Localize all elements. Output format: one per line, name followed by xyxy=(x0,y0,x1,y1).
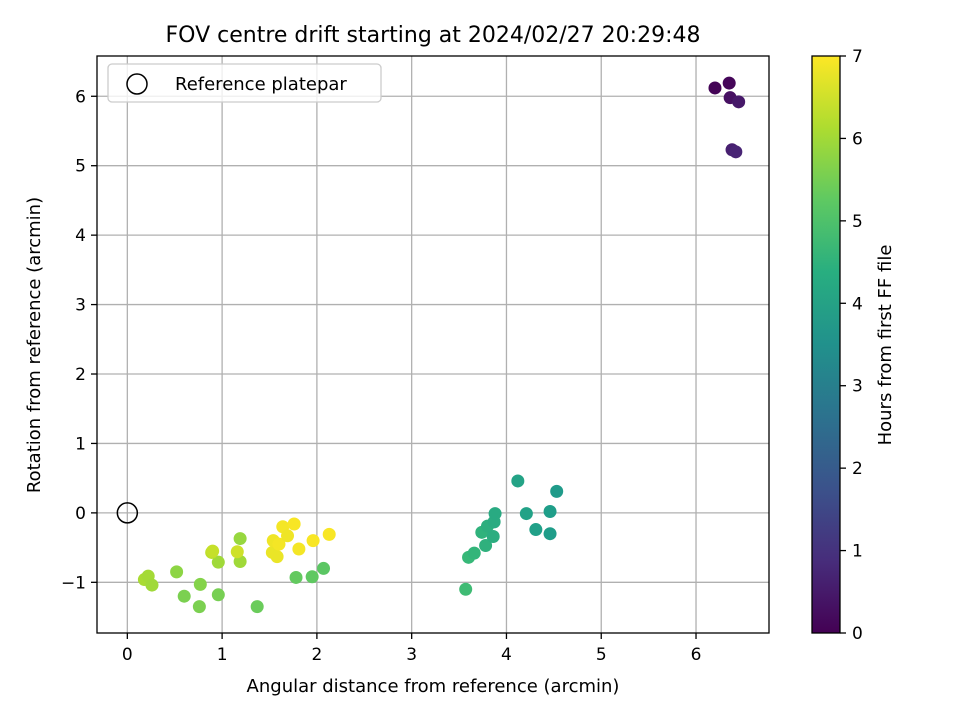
x-tick-label: 5 xyxy=(596,645,607,665)
colorbar-frame xyxy=(811,55,841,634)
x-axis-label: Angular distance from reference (arcmin) xyxy=(247,676,620,697)
y-axis-label: Rotation from reference (arcmin) xyxy=(24,197,45,493)
colorbar-tick-label: 4 xyxy=(852,294,863,314)
scatter-point xyxy=(732,95,746,109)
scatter-point xyxy=(281,529,295,543)
scatter-point xyxy=(519,507,533,521)
scatter-point xyxy=(550,484,564,498)
scatter-point xyxy=(250,600,264,614)
colorbar-tick-label: 1 xyxy=(852,542,863,562)
y-tick-label: 0 xyxy=(75,504,86,524)
legend: Reference platepar xyxy=(107,63,382,103)
scatter-point xyxy=(292,542,306,556)
y-tick-label: 4 xyxy=(75,226,86,246)
colorbar-tick-label: 5 xyxy=(852,212,863,232)
y-tick-label: 6 xyxy=(75,87,86,107)
chart-title: FOV centre drift starting at 2024/02/27 … xyxy=(166,23,701,48)
y-tick-label: 5 xyxy=(75,157,86,177)
scatter-point xyxy=(511,474,525,488)
colorbar-tick-label: 3 xyxy=(852,377,863,397)
scatter-point xyxy=(270,550,284,564)
x-tick-label: 2 xyxy=(311,645,322,665)
scatter-point xyxy=(488,507,502,521)
colorbar-ticks: 0 1 2 3 4 5 6 7 xyxy=(840,47,863,644)
scatter-point xyxy=(211,588,225,602)
x-tick-label: 6 xyxy=(691,645,702,665)
data-points xyxy=(137,76,746,614)
y-tick-label: 1 xyxy=(75,434,86,454)
x-tick-label: 1 xyxy=(217,645,228,665)
colorbar: 0 1 2 3 4 5 6 7 Hours from first FF file xyxy=(811,47,896,644)
y-axis-ticks: −1 0 1 2 3 4 5 6 xyxy=(61,87,97,593)
colorbar-tick-label: 6 xyxy=(852,129,863,149)
x-tick-label: 4 xyxy=(501,645,512,665)
x-axis-ticks: 0 1 2 3 4 5 6 xyxy=(122,633,702,665)
scatter-point xyxy=(272,537,286,551)
scatter-point xyxy=(305,570,319,584)
colorbar-tick-label: 2 xyxy=(852,459,863,479)
reference-marker-group xyxy=(116,502,139,524)
y-tick-label: 2 xyxy=(75,365,86,385)
scatter-point xyxy=(233,532,247,546)
scatter-point xyxy=(729,145,743,159)
scatter-point xyxy=(459,582,473,596)
scatter-point xyxy=(289,570,303,584)
scatter-point xyxy=(322,527,336,541)
scatter-point xyxy=(543,504,557,518)
colorbar-label: Hours from first FF file xyxy=(875,245,896,446)
legend-entry-reference: Reference platepar xyxy=(175,74,347,95)
scatter-point xyxy=(230,545,244,559)
scatter-point xyxy=(193,577,207,591)
scatter-point xyxy=(722,76,736,90)
scatter-point xyxy=(287,517,301,531)
colorbar-tick-label: 7 xyxy=(852,47,863,67)
y-tick-label: 3 xyxy=(75,296,86,316)
scatter-point xyxy=(145,578,159,592)
scatter-point xyxy=(170,565,184,579)
x-tick-label: 0 xyxy=(122,645,133,665)
grid-lines xyxy=(97,56,769,633)
plot-frame xyxy=(96,55,770,634)
scatter-point xyxy=(543,527,557,541)
scatter-point xyxy=(467,546,481,560)
colorbar-gradient xyxy=(812,56,840,633)
colorbar-tick-label: 0 xyxy=(852,624,863,644)
scatter-point xyxy=(306,534,320,548)
scatter-point xyxy=(317,561,331,575)
y-tick-label: −1 xyxy=(61,573,86,593)
scatter-point xyxy=(177,589,191,603)
legend-reference-icon xyxy=(126,73,148,95)
reference-platepar-marker xyxy=(116,502,139,524)
scatter-point xyxy=(206,544,220,558)
scatter-point xyxy=(486,529,500,543)
scatter-point xyxy=(479,539,493,553)
scatter-point xyxy=(708,81,722,95)
x-tick-label: 3 xyxy=(406,645,417,665)
scatter-point xyxy=(529,523,543,537)
scatter-point xyxy=(192,600,206,614)
legend-box xyxy=(107,63,382,103)
scatter-point xyxy=(211,555,225,569)
